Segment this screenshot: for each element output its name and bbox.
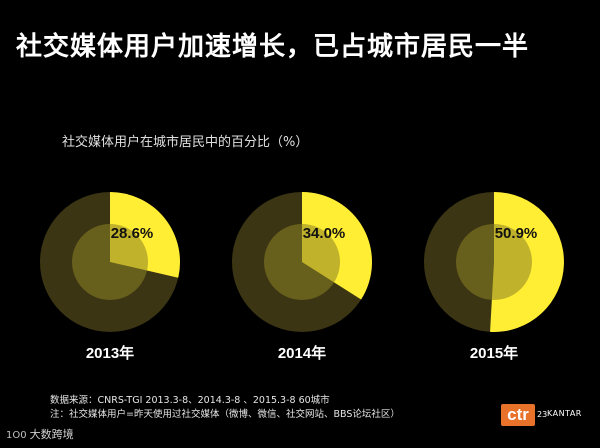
logo-number: 23 xyxy=(537,410,548,419)
footnotes: 数据来源：CNRS-TGI 2013.3-8、2014.3-8 、2015.3-… xyxy=(50,394,400,422)
chart-subtitle: 社交媒体用户在城市居民中的百分比（%） xyxy=(62,135,309,150)
source-note: 数据来源：CNRS-TGI 2013.3-8、2014.3-8 、2015.3-… xyxy=(50,395,330,406)
definition-note: 注：社交媒体用户=昨天使用过社交媒体（微博、微信、社交网站、BBS论坛社区） xyxy=(50,409,400,420)
pie-value-label-2: 34.0% xyxy=(303,225,346,242)
pie-center-3 xyxy=(456,224,532,300)
year-label-3: 2015年 xyxy=(470,344,518,362)
year-label-2: 2014年 xyxy=(278,344,326,362)
kantar-logo: KANTAR xyxy=(547,409,582,418)
pie-center-1 xyxy=(72,224,148,300)
watermark-text: 大数跨境 xyxy=(29,428,74,441)
ctr-logo: ctr xyxy=(501,404,535,426)
year-label-1: 2013年 xyxy=(86,344,134,362)
watermark: 1O0 大数跨境 xyxy=(6,426,74,442)
pie-center-2 xyxy=(264,224,340,300)
page-title: 社交媒体用户加速增长，已占城市居民一半 xyxy=(16,32,530,62)
watermark-logo-icon: 1O0 xyxy=(6,430,27,441)
pie-value-label-1: 28.6% xyxy=(111,225,154,242)
pie-value-label-3: 50.9% xyxy=(495,225,538,242)
